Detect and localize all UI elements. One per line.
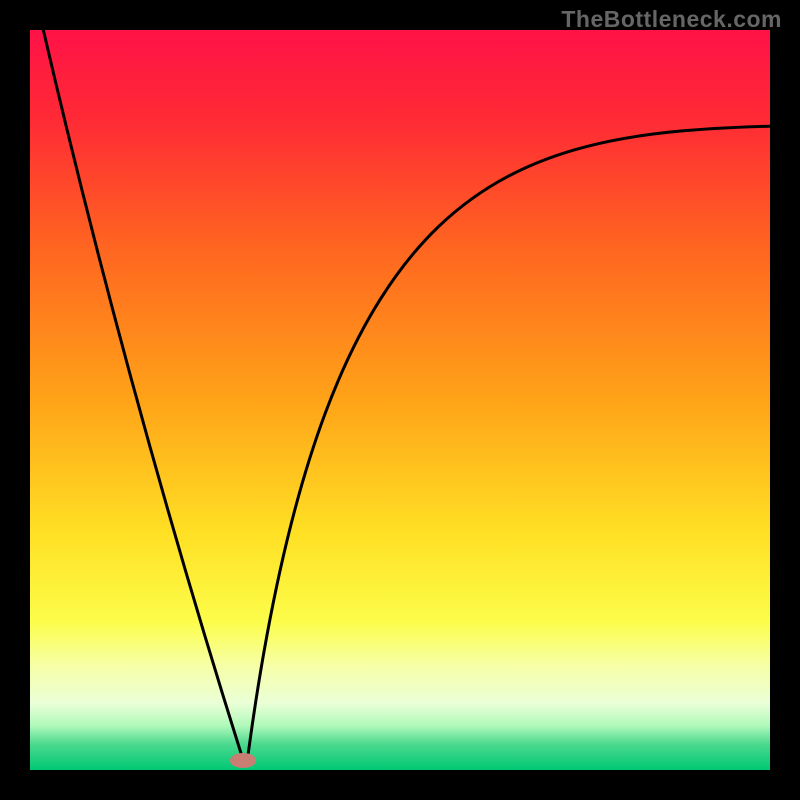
optimal-point-marker: [230, 753, 257, 768]
bottleneck-curve: [30, 30, 770, 770]
watermark-text: TheBottleneck.com: [561, 6, 782, 33]
figure-root: TheBottleneck.com: [0, 0, 800, 800]
plot-area: [30, 30, 770, 770]
